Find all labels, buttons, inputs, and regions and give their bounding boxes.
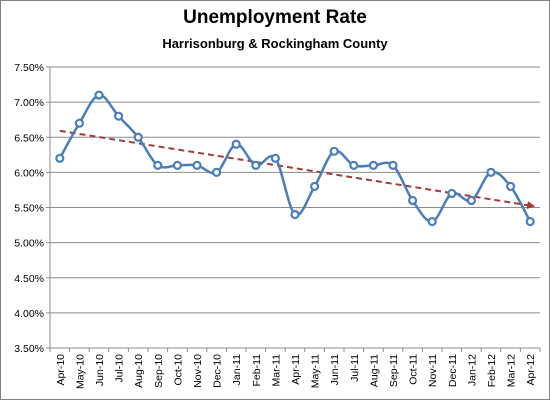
y-tick-label: 7.00% bbox=[14, 97, 44, 109]
x-tick-label: Jan-11 bbox=[231, 354, 243, 385]
y-tick-label: 5.00% bbox=[14, 238, 44, 250]
data-point bbox=[525, 216, 535, 227]
data-point bbox=[231, 139, 241, 149]
x-tick-label: Mar-12 bbox=[506, 354, 518, 387]
x-tick-label: Aug-10 bbox=[133, 354, 145, 388]
data-point bbox=[270, 153, 280, 163]
series-line bbox=[58, 93, 532, 223]
y-tick-label: 7.50% bbox=[14, 62, 44, 74]
x-tick-label: Sep-10 bbox=[153, 354, 165, 388]
x-tick-label: May-11 bbox=[310, 354, 322, 388]
data-point bbox=[113, 111, 124, 121]
x-tick-label: Nov-11 bbox=[427, 354, 439, 387]
data-point bbox=[55, 153, 65, 163]
x-tick-label: Jul-10 bbox=[114, 354, 126, 383]
y-tick-label: 5.50% bbox=[14, 203, 44, 215]
x-tick-label: Dec-11 bbox=[447, 354, 459, 387]
data-point bbox=[192, 160, 202, 170]
x-tick-label: Oct-10 bbox=[172, 354, 184, 386]
y-axis-ticks: 3.50% 4.00% 4.50% 5.00% 5.50% 6.00% 6.50% 7.00%… bbox=[14, 62, 50, 355]
data-point bbox=[310, 181, 320, 192]
data-point bbox=[408, 195, 418, 206]
y-tick-label: 4.00% bbox=[14, 308, 44, 320]
series-layer bbox=[55, 90, 535, 227]
x-tick-label: Aug-11 bbox=[368, 354, 380, 387]
x-tick-label: Apr-10 bbox=[55, 354, 67, 386]
trendline-line bbox=[59, 129, 536, 210]
x-tick-label: Jun-11 bbox=[329, 354, 341, 385]
data-point bbox=[94, 90, 104, 100]
y-tick-label: 6.00% bbox=[14, 167, 44, 179]
x-tick-label: Apr-12 bbox=[525, 354, 537, 386]
y-tick-label: 6.50% bbox=[14, 132, 44, 144]
trendline bbox=[59, 129, 536, 210]
data-point bbox=[486, 167, 496, 177]
chart-subtitle: Harrisonburg & Rockingham County bbox=[162, 36, 388, 51]
data-point bbox=[506, 181, 516, 192]
data-point bbox=[388, 160, 398, 170]
x-tick-label: Feb-12 bbox=[486, 354, 498, 387]
x-axis-ticks: Apr-10 May-10 Jun-10 Jul-10 Aug-10 Sep-10 Oct-… bbox=[49, 348, 541, 389]
data-point bbox=[133, 132, 143, 142]
data-point bbox=[74, 118, 85, 128]
data-point bbox=[447, 188, 457, 199]
gridlines bbox=[49, 66, 540, 349]
x-tick-label: Apr-11 bbox=[290, 354, 302, 385]
data-point bbox=[212, 167, 222, 177]
chart-title: Unemployment Rate bbox=[183, 7, 367, 28]
x-tick-label: Dec-10 bbox=[212, 354, 224, 388]
x-tick-label: Nov-10 bbox=[192, 354, 204, 388]
data-point bbox=[466, 195, 476, 206]
y-tick-label: 3.50% bbox=[14, 343, 44, 355]
data-point bbox=[427, 216, 437, 227]
x-tick-label: Mar-11 bbox=[270, 354, 282, 387]
x-tick-label: Jun-10 bbox=[94, 354, 106, 386]
x-tick-label: Oct-11 bbox=[408, 354, 420, 385]
y-tick-label: 4.50% bbox=[14, 273, 44, 285]
x-tick-label: Jul-11 bbox=[349, 354, 361, 382]
data-point bbox=[251, 160, 261, 170]
x-tick-label: Jan-12 bbox=[466, 354, 478, 386]
data-point bbox=[329, 146, 339, 156]
data-point bbox=[290, 209, 300, 220]
data-point bbox=[153, 160, 163, 170]
data-point bbox=[349, 160, 359, 170]
data-point bbox=[368, 160, 378, 170]
x-tick-label: Feb-11 bbox=[251, 354, 263, 387]
x-tick-label: Sep-11 bbox=[388, 354, 400, 387]
data-point bbox=[172, 160, 182, 170]
x-tick-label: May-10 bbox=[74, 354, 86, 389]
